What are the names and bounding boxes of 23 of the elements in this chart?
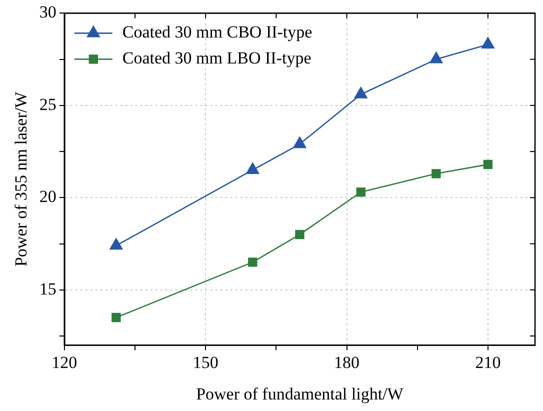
point: [246, 162, 260, 174]
x-axis-title: Power of fundamental light/W: [196, 384, 404, 404]
point: [481, 36, 495, 49]
point: [295, 230, 304, 240]
x-tick-label: 210: [475, 352, 501, 372]
legend-label: Coated 30 mm LBO II-type: [122, 48, 312, 68]
point: [429, 51, 444, 64]
point: [248, 258, 258, 267]
point: [432, 169, 441, 178]
y-tick-label: 25: [39, 94, 56, 114]
point: [483, 160, 493, 170]
point: [292, 136, 307, 148]
point: [356, 188, 366, 197]
y-tick-label: 20: [39, 187, 56, 206]
x-tick-label: 180: [334, 352, 360, 372]
y-tick-label: 15: [39, 279, 56, 298]
x-tick-label: 150: [192, 352, 218, 372]
x-tick-label: 120: [52, 352, 78, 372]
y-tick-label: 30: [39, 2, 56, 22]
legend-label: Coated 30 mm CBO II-type: [122, 22, 312, 42]
point: [354, 86, 368, 98]
point: [112, 312, 121, 322]
y-axis-title: Power of 355 nm laser/W: [12, 90, 31, 267]
